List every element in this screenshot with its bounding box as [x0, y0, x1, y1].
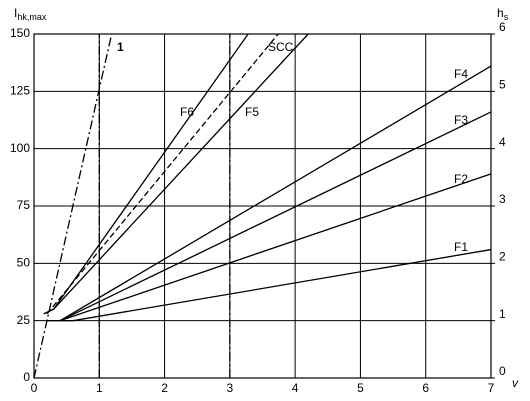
series-label: F2 — [454, 172, 468, 186]
y-axis-title-sub: hk,max — [17, 12, 47, 22]
y-tick-label: 150 — [10, 26, 30, 40]
series-line — [33, 33, 113, 379]
series-label: F5 — [245, 105, 259, 119]
series-label: F3 — [454, 113, 468, 127]
x-tick-label: 7 — [488, 381, 495, 395]
y-axis-title-main: I — [14, 6, 17, 20]
x-tick-label: 3 — [227, 381, 234, 395]
y2-tick-label: 2 — [499, 250, 506, 264]
y2-tick-label: 0 — [499, 364, 506, 378]
y-tick-label: 125 — [10, 84, 30, 98]
x-tick-label: 6 — [422, 381, 429, 395]
y-tick-label: 0 — [23, 370, 30, 384]
series-line — [43, 33, 309, 315]
y-axis-title: Ihk,max — [14, 6, 47, 22]
x-axis-title: v — [512, 376, 519, 390]
x-tick-label: 2 — [161, 381, 168, 395]
y-tick-label: 25 — [17, 313, 31, 327]
y-tick-label: 100 — [10, 141, 30, 155]
series-label: SCC — [268, 40, 294, 54]
x-tick-label: 0 — [31, 381, 38, 395]
series-line — [59, 65, 492, 322]
y-tick-label: 50 — [17, 256, 31, 270]
series-line — [59, 111, 492, 322]
y2-axis-title-sub: s — [504, 12, 509, 22]
y2-axis-title-main: h — [497, 6, 504, 20]
series-label: F1 — [454, 240, 468, 254]
y2-tick-label: 6 — [499, 20, 506, 34]
series-label: F4 — [454, 67, 468, 81]
series-line — [46, 33, 279, 315]
y2-tick-label: 1 — [499, 307, 506, 321]
series-label: F6 — [180, 105, 194, 119]
x-tick-label: 1 — [96, 381, 103, 395]
series-line — [43, 33, 249, 315]
series-line — [59, 173, 492, 322]
y2-tick-label: 4 — [499, 135, 506, 149]
y-tick-label: 75 — [17, 198, 31, 212]
y2-tick-label: 3 — [499, 192, 506, 206]
series-line — [47, 248, 492, 322]
plot-frame — [33, 33, 492, 379]
x-tick-label: 5 — [357, 381, 364, 395]
x-tick-label: 4 — [292, 381, 299, 395]
y2-axis-title: hs — [497, 6, 509, 22]
series-label: 1 — [117, 40, 124, 54]
y2-tick-label: 5 — [499, 78, 506, 92]
